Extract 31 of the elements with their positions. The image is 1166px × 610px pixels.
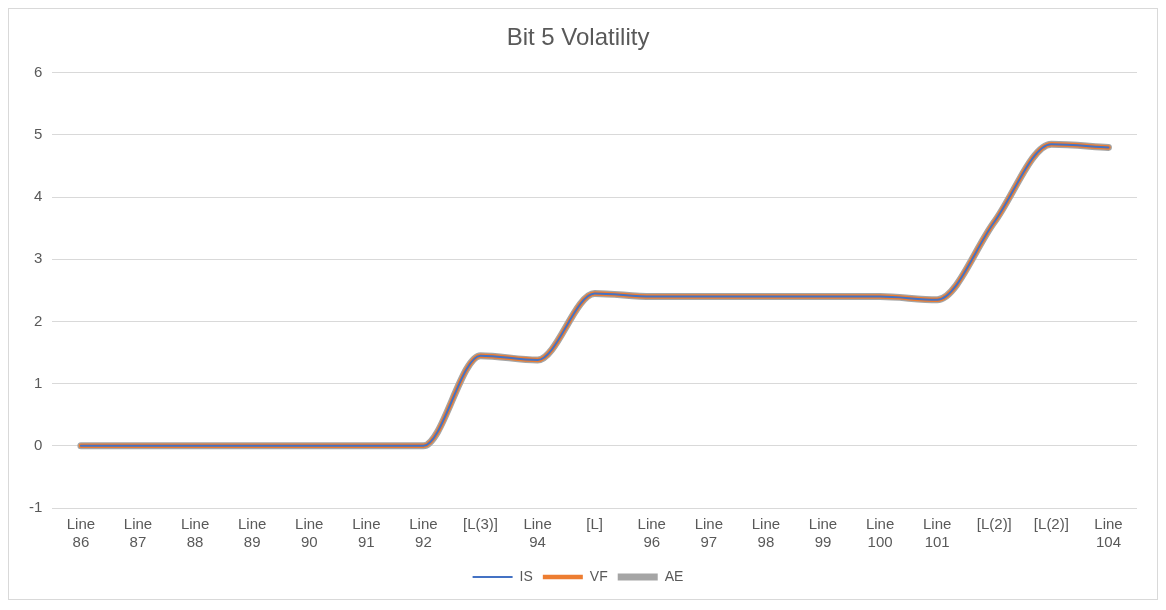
x-tick-label: Line 98	[751, 515, 781, 551]
x-tick-label: [L(2)]	[1033, 515, 1069, 533]
y-tick-label: 5	[33, 125, 43, 143]
y-tick-label: 6	[33, 62, 43, 80]
legend-label: IS	[519, 567, 533, 584]
y-tick-label: -1	[28, 498, 43, 516]
x-tick-label: Line 104	[1094, 515, 1123, 551]
legend-label: AE	[664, 567, 684, 584]
x-tick-label: Line 94	[523, 515, 552, 551]
x-tick-label: Line 96	[637, 515, 666, 551]
x-tick-label: Line 101	[923, 515, 952, 551]
x-tick-label: [L(2)]	[976, 515, 1012, 533]
y-tick-label: 1	[33, 373, 43, 391]
x-tick-label: [L]	[586, 515, 604, 533]
legend-label: VF	[589, 567, 608, 584]
x-tick-label: Line 99	[808, 515, 838, 551]
y-tick-label: 3	[33, 249, 43, 267]
x-tick-label: Line 97	[694, 515, 724, 551]
y-tick-label: 4	[33, 187, 43, 205]
x-tick-label: Line 88	[180, 515, 210, 551]
x-tick-label: Line 87	[123, 515, 153, 551]
y-tick-label: 0	[33, 435, 43, 453]
x-tick-label: [L(3)]	[462, 515, 498, 533]
chart-title: Bit 5 Volatility	[506, 23, 650, 51]
x-tick-label: Line 100	[865, 515, 895, 551]
x-tick-label: Line 86	[66, 515, 96, 551]
x-tick-label: Line 91	[352, 515, 381, 551]
x-tick-label: Line 92	[409, 515, 438, 551]
y-tick-label: 2	[33, 311, 43, 329]
x-tick-label: Line 89	[237, 515, 267, 551]
x-tick-label: Line 90	[295, 515, 324, 551]
